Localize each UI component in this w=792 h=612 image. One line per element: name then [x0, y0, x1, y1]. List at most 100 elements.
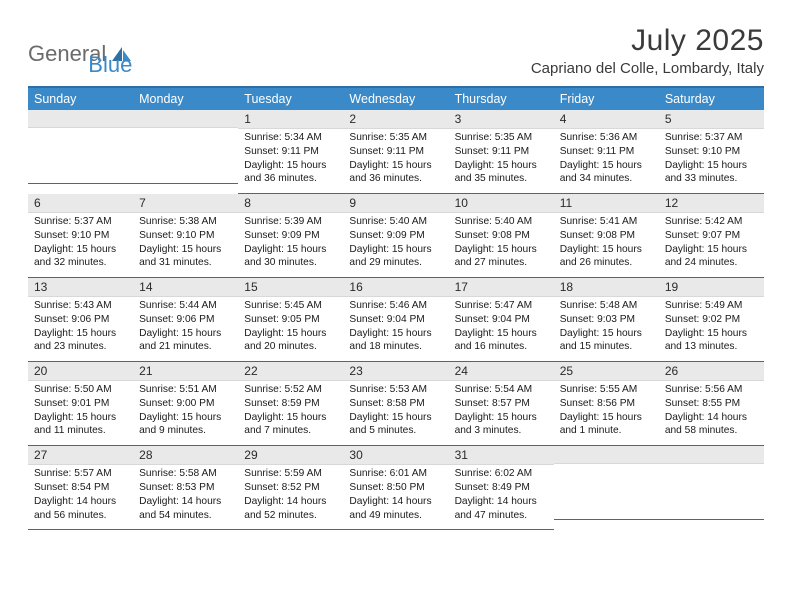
- sunrise-text: Sunrise: 5:43 AM: [34, 299, 127, 313]
- day-number: 29: [238, 446, 343, 465]
- day-detail: [28, 128, 133, 180]
- day-detail: Sunrise: 5:45 AMSunset: 9:05 PMDaylight:…: [238, 297, 343, 358]
- sunset-text: Sunset: 9:09 PM: [349, 229, 442, 243]
- sunrise-text: Sunrise: 5:37 AM: [665, 131, 758, 145]
- sunrise-text: Sunrise: 5:35 AM: [349, 131, 442, 145]
- sunset-text: Sunset: 9:10 PM: [665, 145, 758, 159]
- sunrise-text: Sunrise: 5:41 AM: [560, 215, 653, 229]
- weekday-header: Friday: [554, 87, 659, 110]
- sunrise-text: Sunrise: 5:47 AM: [455, 299, 548, 313]
- sunrise-text: Sunrise: 5:35 AM: [455, 131, 548, 145]
- calendar-cell: 28Sunrise: 5:58 AMSunset: 8:53 PMDayligh…: [133, 446, 238, 530]
- calendar-cell: 25Sunrise: 5:55 AMSunset: 8:56 PMDayligh…: [554, 362, 659, 446]
- day-detail: Sunrise: 5:49 AMSunset: 9:02 PMDaylight:…: [659, 297, 764, 358]
- daylight-text: Daylight: 15 hours and 13 minutes.: [665, 327, 758, 355]
- calendar-cell: 21Sunrise: 5:51 AMSunset: 9:00 PMDayligh…: [133, 362, 238, 446]
- day-detail: Sunrise: 6:01 AMSunset: 8:50 PMDaylight:…: [343, 465, 448, 526]
- sunrise-text: Sunrise: 5:50 AM: [34, 383, 127, 397]
- daylight-text: Daylight: 15 hours and 23 minutes.: [34, 327, 127, 355]
- calendar-cell: 15Sunrise: 5:45 AMSunset: 9:05 PMDayligh…: [238, 278, 343, 362]
- day-detail: Sunrise: 5:50 AMSunset: 9:01 PMDaylight:…: [28, 381, 133, 442]
- daylight-text: Daylight: 15 hours and 3 minutes.: [455, 411, 548, 439]
- sunrise-text: Sunrise: 5:45 AM: [244, 299, 337, 313]
- day-number: 19: [659, 278, 764, 297]
- daylight-text: Daylight: 15 hours and 9 minutes.: [139, 411, 232, 439]
- day-number: 9: [343, 194, 448, 213]
- daylight-text: Daylight: 14 hours and 52 minutes.: [244, 495, 337, 523]
- sunset-text: Sunset: 8:52 PM: [244, 481, 337, 495]
- day-detail: Sunrise: 5:59 AMSunset: 8:52 PMDaylight:…: [238, 465, 343, 526]
- sunrise-text: Sunrise: 5:36 AM: [560, 131, 653, 145]
- sunset-text: Sunset: 9:03 PM: [560, 313, 653, 327]
- day-number: 15: [238, 278, 343, 297]
- daylight-text: Daylight: 15 hours and 33 minutes.: [665, 159, 758, 187]
- day-detail: Sunrise: 5:51 AMSunset: 9:00 PMDaylight:…: [133, 381, 238, 442]
- day-number: 10: [449, 194, 554, 213]
- daylight-text: Daylight: 15 hours and 32 minutes.: [34, 243, 127, 271]
- day-number: 16: [343, 278, 448, 297]
- sunrise-text: Sunrise: 6:02 AM: [455, 467, 548, 481]
- day-detail: Sunrise: 5:34 AMSunset: 9:11 PMDaylight:…: [238, 129, 343, 190]
- day-detail: Sunrise: 5:37 AMSunset: 9:10 PMDaylight:…: [659, 129, 764, 190]
- calendar-cell: 2Sunrise: 5:35 AMSunset: 9:11 PMDaylight…: [343, 110, 448, 194]
- day-number: 5: [659, 110, 764, 129]
- calendar-cell: 29Sunrise: 5:59 AMSunset: 8:52 PMDayligh…: [238, 446, 343, 530]
- calendar-cell: 7Sunrise: 5:38 AMSunset: 9:10 PMDaylight…: [133, 194, 238, 278]
- sunrise-text: Sunrise: 5:39 AM: [244, 215, 337, 229]
- sunset-text: Sunset: 9:01 PM: [34, 397, 127, 411]
- day-detail: Sunrise: 5:35 AMSunset: 9:11 PMDaylight:…: [449, 129, 554, 190]
- day-number: 25: [554, 362, 659, 381]
- daylight-text: Daylight: 15 hours and 16 minutes.: [455, 327, 548, 355]
- sunset-text: Sunset: 9:02 PM: [665, 313, 758, 327]
- day-detail: Sunrise: 5:35 AMSunset: 9:11 PMDaylight:…: [343, 129, 448, 190]
- calendar-cell: 23Sunrise: 5:53 AMSunset: 8:58 PMDayligh…: [343, 362, 448, 446]
- sunset-text: Sunset: 8:49 PM: [455, 481, 548, 495]
- day-number: 13: [28, 278, 133, 297]
- sunset-text: Sunset: 9:10 PM: [139, 229, 232, 243]
- calendar-cell: 27Sunrise: 5:57 AMSunset: 8:54 PMDayligh…: [28, 446, 133, 530]
- day-detail: Sunrise: 5:37 AMSunset: 9:10 PMDaylight:…: [28, 213, 133, 274]
- calendar-cell: 1Sunrise: 5:34 AMSunset: 9:11 PMDaylight…: [238, 110, 343, 194]
- sunset-text: Sunset: 9:11 PM: [455, 145, 548, 159]
- day-detail: Sunrise: 5:54 AMSunset: 8:57 PMDaylight:…: [449, 381, 554, 442]
- weekday-header-row: Sunday Monday Tuesday Wednesday Thursday…: [28, 87, 764, 110]
- day-number: 23: [343, 362, 448, 381]
- sunset-text: Sunset: 9:05 PM: [244, 313, 337, 327]
- daylight-text: Daylight: 15 hours and 31 minutes.: [139, 243, 232, 271]
- day-detail: Sunrise: 5:43 AMSunset: 9:06 PMDaylight:…: [28, 297, 133, 358]
- sunrise-text: Sunrise: 5:34 AM: [244, 131, 337, 145]
- brand-part2: Blue: [88, 52, 132, 78]
- sunset-text: Sunset: 9:11 PM: [349, 145, 442, 159]
- day-detail: Sunrise: 5:38 AMSunset: 9:10 PMDaylight:…: [133, 213, 238, 274]
- day-number: 28: [133, 446, 238, 465]
- daylight-text: Daylight: 15 hours and 5 minutes.: [349, 411, 442, 439]
- sunset-text: Sunset: 8:56 PM: [560, 397, 653, 411]
- month-title: July 2025: [531, 24, 764, 58]
- sunset-text: Sunset: 8:59 PM: [244, 397, 337, 411]
- day-number: 11: [554, 194, 659, 213]
- day-number: 17: [449, 278, 554, 297]
- sunset-text: Sunset: 9:09 PM: [244, 229, 337, 243]
- brand-logo: General Blue: [28, 30, 132, 78]
- day-number: 21: [133, 362, 238, 381]
- sunrise-text: Sunrise: 5:52 AM: [244, 383, 337, 397]
- sunset-text: Sunset: 8:53 PM: [139, 481, 232, 495]
- daylight-text: Daylight: 15 hours and 15 minutes.: [560, 327, 653, 355]
- sunrise-text: Sunrise: 5:54 AM: [455, 383, 548, 397]
- daylight-text: Daylight: 15 hours and 27 minutes.: [455, 243, 548, 271]
- calendar-cell: 17Sunrise: 5:47 AMSunset: 9:04 PMDayligh…: [449, 278, 554, 362]
- sunset-text: Sunset: 9:11 PM: [560, 145, 653, 159]
- sunrise-text: Sunrise: 5:44 AM: [139, 299, 232, 313]
- weekday-header: Saturday: [659, 87, 764, 110]
- daylight-text: Daylight: 15 hours and 30 minutes.: [244, 243, 337, 271]
- calendar-table: Sunday Monday Tuesday Wednesday Thursday…: [28, 86, 764, 530]
- daylight-text: Daylight: 14 hours and 56 minutes.: [34, 495, 127, 523]
- sunrise-text: Sunrise: 5:56 AM: [665, 383, 758, 397]
- day-number: 6: [28, 194, 133, 213]
- weekday-header: Sunday: [28, 87, 133, 110]
- sunset-text: Sunset: 9:06 PM: [139, 313, 232, 327]
- calendar-cell: 3Sunrise: 5:35 AMSunset: 9:11 PMDaylight…: [449, 110, 554, 194]
- calendar-cell: [659, 446, 764, 530]
- title-block: July 2025 Capriano del Colle, Lombardy, …: [531, 24, 764, 77]
- sunrise-text: Sunrise: 5:58 AM: [139, 467, 232, 481]
